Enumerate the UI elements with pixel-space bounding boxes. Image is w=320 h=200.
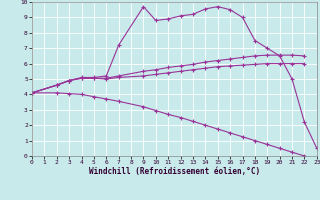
X-axis label: Windchill (Refroidissement éolien,°C): Windchill (Refroidissement éolien,°C) xyxy=(89,167,260,176)
